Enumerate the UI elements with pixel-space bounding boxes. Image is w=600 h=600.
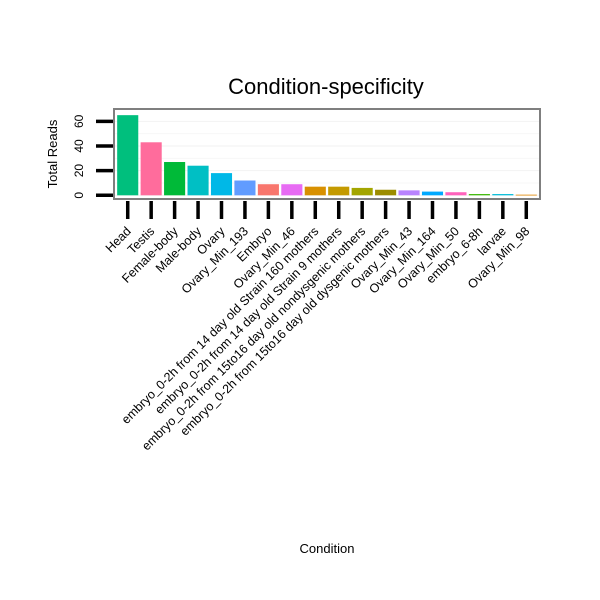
bar: [445, 192, 467, 196]
bar: [187, 165, 209, 196]
y-axis-title: Total Reads: [45, 119, 60, 188]
bar: [164, 162, 186, 196]
bar: [281, 184, 303, 196]
bar: [328, 186, 350, 196]
bar: [257, 184, 279, 196]
bar: [140, 142, 162, 196]
y-axis: 0 20 40 60: [72, 114, 113, 199]
x-axis-title: Condition: [300, 541, 355, 556]
bar: [468, 194, 490, 196]
bar: [421, 191, 444, 196]
plot-border: [113, 108, 541, 200]
bar: [398, 190, 420, 196]
chart-title: Condition-specificity: [228, 74, 424, 99]
y-tick-label: 20: [72, 164, 86, 178]
bar: [492, 194, 514, 196]
bar: [304, 186, 326, 196]
bar: [515, 194, 537, 196]
bar: [234, 180, 256, 196]
y-tick-label: 40: [72, 139, 86, 153]
bar: [117, 115, 139, 196]
bar: [210, 173, 233, 196]
bar: [375, 189, 397, 196]
bars: [117, 115, 537, 196]
bar: [351, 187, 373, 196]
y-tick-label: 60: [72, 114, 86, 128]
y-tick-label: 0: [72, 192, 86, 199]
